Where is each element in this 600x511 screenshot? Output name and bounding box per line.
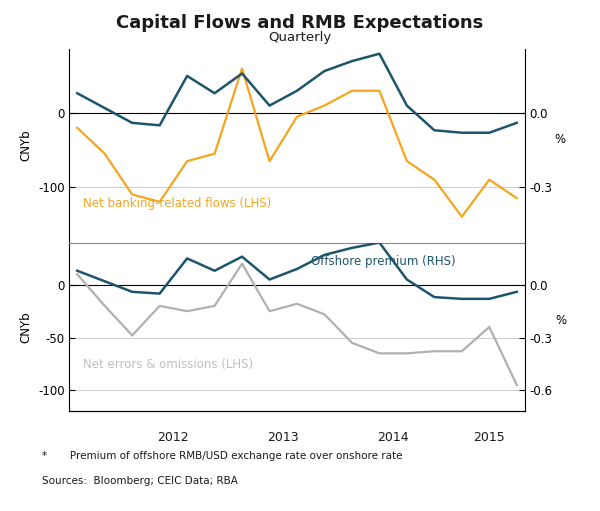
Text: 2015: 2015 [473,431,505,444]
Text: 2012: 2012 [158,431,189,444]
Text: Net banking-related flows (LHS): Net banking-related flows (LHS) [83,197,271,211]
Text: *       Premium of offshore RMB/USD exchange rate over onshore rate: * Premium of offshore RMB/USD exchange r… [42,451,403,461]
Y-axis label: %: % [555,132,566,146]
Text: Capital Flows and RMB Expectations: Capital Flows and RMB Expectations [116,14,484,32]
Text: Net errors & omissions (LHS): Net errors & omissions (LHS) [83,358,253,370]
Y-axis label: CNYb: CNYb [20,130,32,161]
Text: 2014: 2014 [377,431,409,444]
Y-axis label: %: % [555,314,566,327]
Y-axis label: CNYb: CNYb [20,311,32,343]
Text: Offshore premium (RHS): Offshore premium (RHS) [311,254,455,268]
Text: Sources:  Bloomberg; CEIC Data; RBA: Sources: Bloomberg; CEIC Data; RBA [42,476,238,486]
Text: Quarterly: Quarterly [268,31,332,43]
Text: 2013: 2013 [268,431,299,444]
